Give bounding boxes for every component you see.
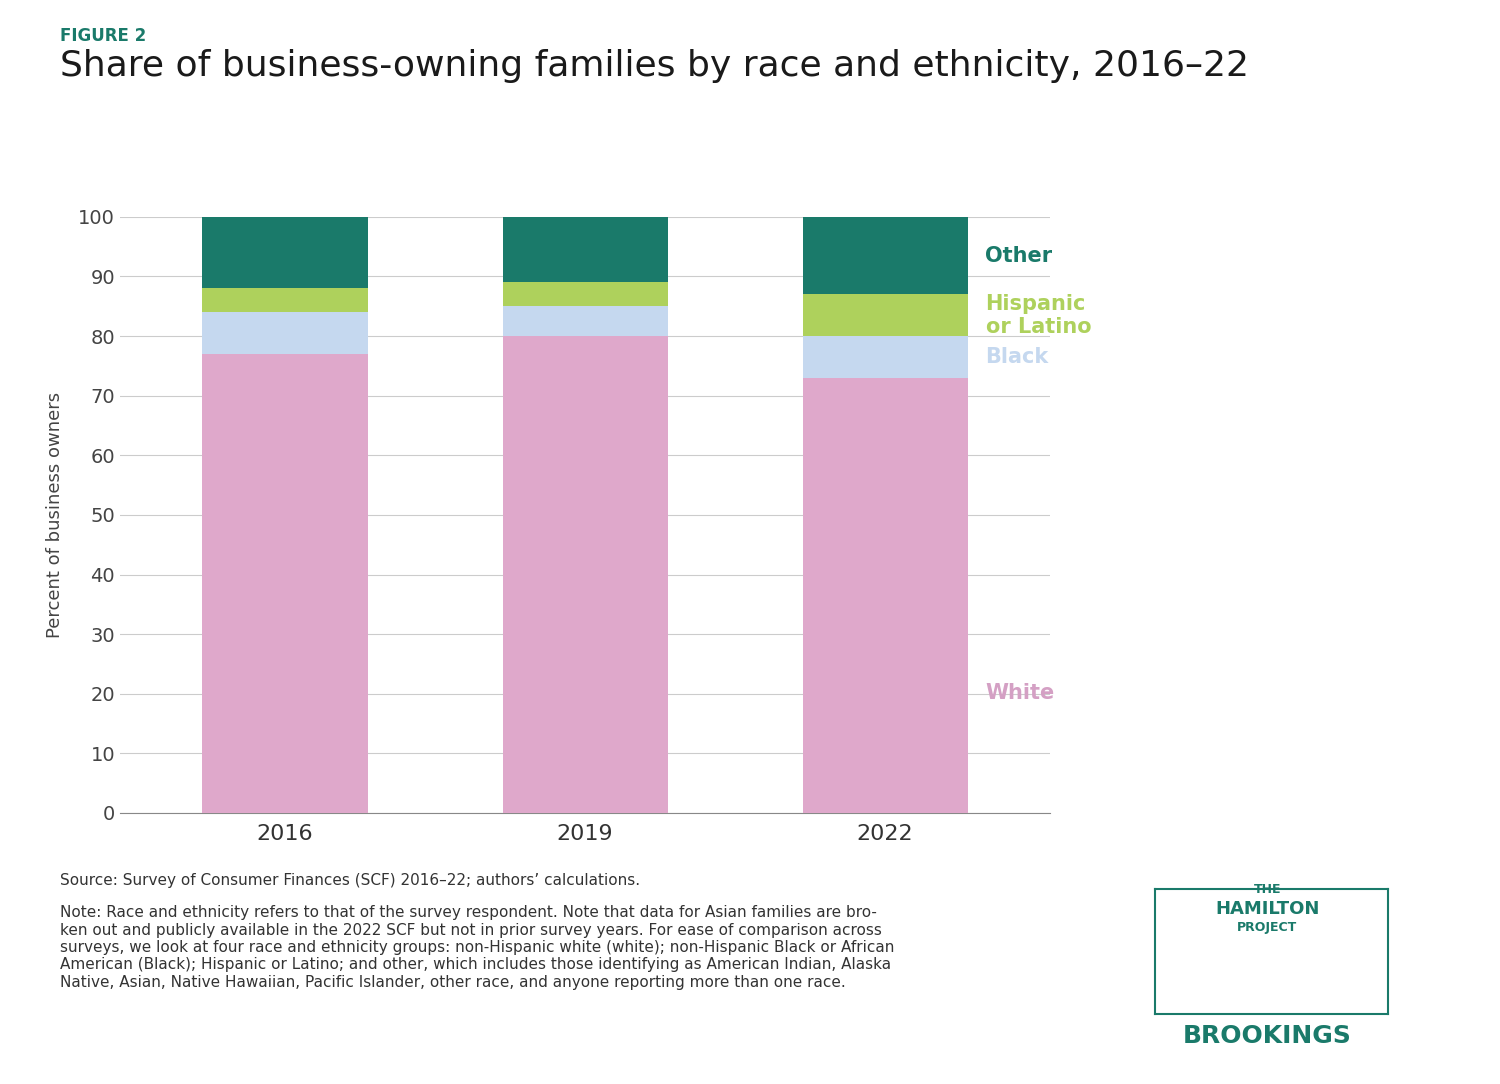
Text: Note: Race and ethnicity refers to that of the survey respondent. Note that data: Note: Race and ethnicity refers to that … [60, 905, 894, 990]
Text: BROOKINGS: BROOKINGS [1184, 1024, 1352, 1048]
Bar [802, 336, 968, 377]
Text: Source: Survey of Consumer Finances (SCF) 2016–22; authors’ calculations.: Source: Survey of Consumer Finances (SCF… [60, 873, 640, 888]
Bar [202, 288, 368, 312]
Text: White: White [986, 683, 1054, 704]
Text: Share of business-owning families by race and ethnicity, 2016–22: Share of business-owning families by rac… [60, 49, 1250, 82]
Bar [503, 336, 668, 813]
Text: Black: Black [986, 347, 1048, 366]
Text: HAMILTON: HAMILTON [1215, 900, 1320, 918]
Bar [802, 294, 968, 336]
Bar [503, 217, 668, 282]
Bar [202, 353, 368, 813]
Bar [503, 307, 668, 336]
Y-axis label: Percent of business owners: Percent of business owners [46, 391, 64, 638]
Text: FIGURE 2: FIGURE 2 [60, 27, 147, 46]
Bar [202, 217, 368, 288]
Text: Hispanic
or Latino: Hispanic or Latino [986, 294, 1090, 337]
Bar [503, 283, 668, 307]
Text: Other: Other [986, 246, 1053, 266]
Bar [802, 217, 968, 294]
Bar [202, 312, 368, 353]
Text: THE: THE [1254, 883, 1281, 896]
Bar [802, 377, 968, 813]
Text: PROJECT: PROJECT [1238, 921, 1298, 934]
